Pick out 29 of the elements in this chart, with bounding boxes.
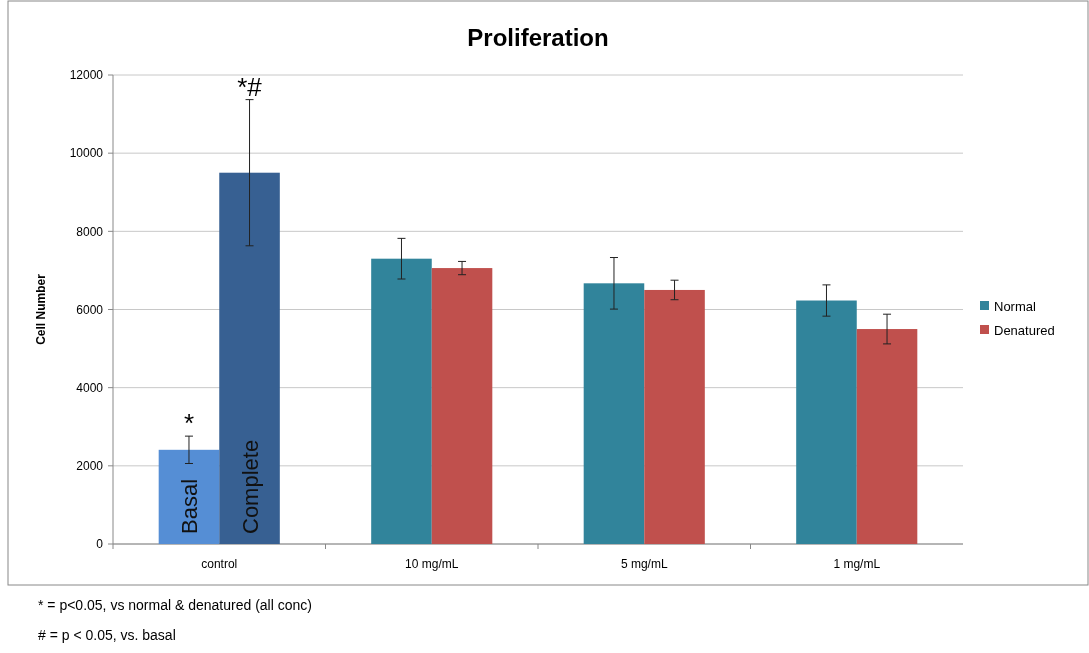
bar <box>219 172 280 544</box>
bar <box>796 300 857 544</box>
bar <box>856 329 918 544</box>
y-tick-label: 0 <box>96 537 104 552</box>
x-tick-label: 5 mg/mL <box>620 557 668 571</box>
y-tick-label: 10000 <box>69 146 104 161</box>
bar <box>644 289 705 544</box>
x-tick-label: 1 mg/mL <box>833 557 881 571</box>
annotation: *# <box>237 71 263 102</box>
y-tick-label: 2000 <box>76 459 104 474</box>
y-tick-label: 6000 <box>76 302 104 317</box>
bar <box>158 449 220 544</box>
legend-label: Denatured <box>994 322 1055 338</box>
chart-title: Proliferation <box>467 24 609 51</box>
x-tick-label: 10 mg/mL <box>405 557 459 571</box>
annotation: * <box>183 408 195 439</box>
y-tick-label: 8000 <box>76 224 104 239</box>
bar <box>371 258 432 544</box>
bar <box>583 283 645 544</box>
text: * = p<0.05, vs normal & denatured (all conc) <box>38 597 312 613</box>
text: # = p < 0.05, vs. basal <box>38 627 176 643</box>
y-tick-label: 4000 <box>76 380 104 395</box>
series-label: Complete <box>237 439 263 534</box>
y-axis-title: Cell Number <box>34 273 48 345</box>
bar <box>431 268 493 544</box>
y-tick-label: 12000 <box>69 68 104 83</box>
legend-label: Normal <box>994 298 1037 314</box>
series-label: Basal <box>176 478 202 534</box>
x-tick-label: control <box>201 557 238 571</box>
